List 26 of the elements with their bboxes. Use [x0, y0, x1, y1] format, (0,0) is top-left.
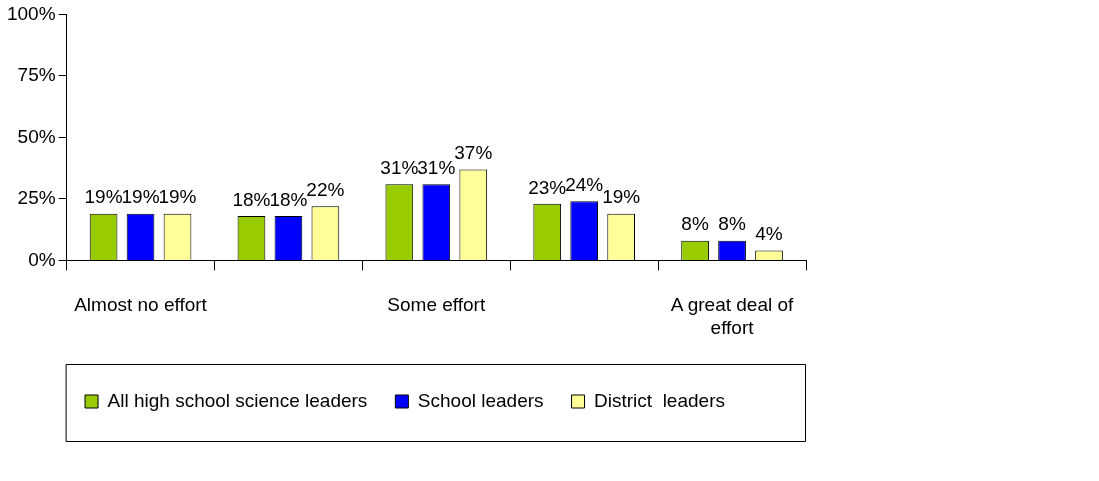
legend-label: All high school science leaders: [107, 389, 368, 411]
x-tick-label: Almost no effort: [74, 294, 208, 316]
x-tick-label: A great deal of effort: [670, 294, 795, 338]
y-tick-label: 50%: [17, 125, 56, 147]
data-label: 4%: [755, 223, 783, 245]
y-tick-label: 75%: [17, 64, 56, 86]
data-label: 18%: [269, 188, 308, 210]
data-label: 8%: [681, 213, 709, 235]
y-tick-label: 100%: [6, 2, 56, 24]
data-label: 31%: [417, 156, 456, 178]
data-label: 19%: [84, 186, 123, 208]
data-label: 22%: [306, 179, 345, 201]
legend-label: District leaders: [594, 389, 725, 411]
data-label: 18%: [232, 188, 271, 210]
data-label: 8%: [718, 213, 746, 235]
data-label: 31%: [380, 156, 419, 178]
data-label: 23%: [528, 176, 567, 198]
data-label: 19%: [121, 186, 160, 208]
data-label: 19%: [158, 186, 197, 208]
data-label: 19%: [602, 186, 641, 208]
y-tick-label: 25%: [17, 187, 56, 209]
legend-label: School leaders: [417, 389, 544, 411]
x-tick-label: Some effort: [387, 294, 486, 316]
data-label: 37%: [454, 142, 493, 164]
data-label: 24%: [565, 174, 604, 196]
y-tick-label: 0%: [28, 248, 56, 270]
